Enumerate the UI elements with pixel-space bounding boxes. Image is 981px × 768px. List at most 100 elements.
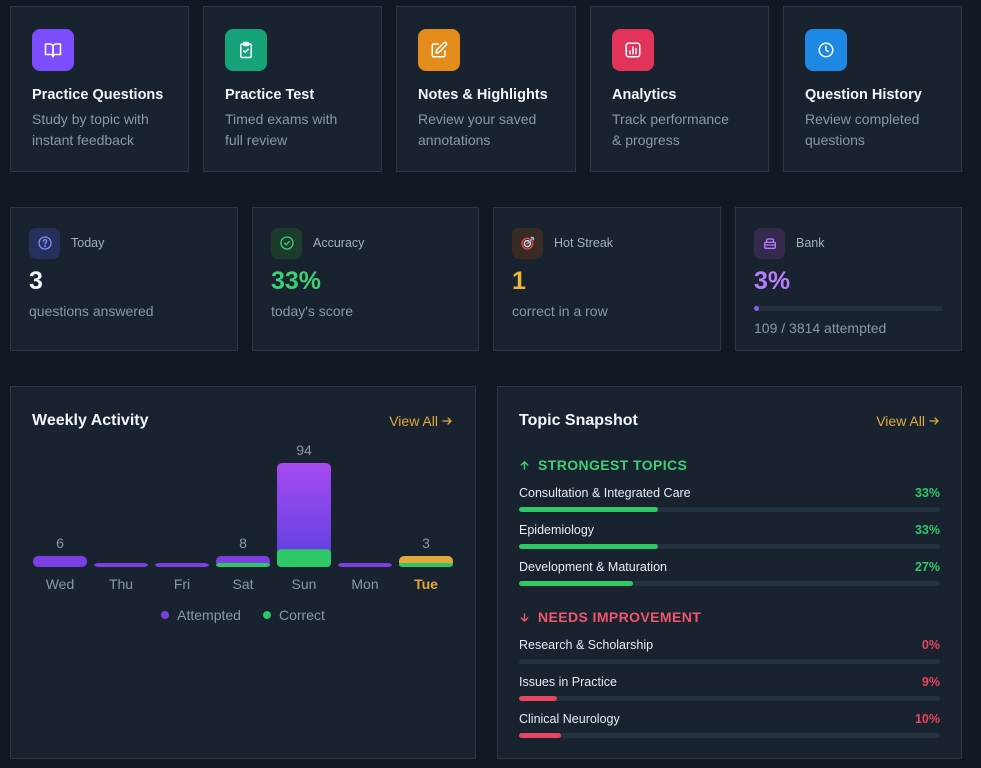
- view-all-label: View All: [389, 413, 438, 429]
- feature-desc: Review your saved annotations: [418, 111, 537, 148]
- feature-card-question-history[interactable]: Question History Review completed questio…: [783, 6, 962, 172]
- bar-attempted-mon[interactable]: [338, 563, 392, 567]
- legend-correct-swatch: [262, 611, 271, 619]
- stat-subtext: 109 / 3814 attempted: [754, 320, 887, 336]
- topic-name: Epidemiology: [519, 523, 595, 537]
- feature-title: Practice Test: [225, 87, 315, 103]
- clipboard-check-icon: [225, 29, 267, 71]
- topic-row[interactable]: Clinical Neurology 10%: [519, 712, 940, 738]
- stat-subtext: correct in a row: [512, 303, 608, 319]
- stat-subtext: today's score: [271, 303, 354, 319]
- feature-title: Question History: [805, 87, 922, 103]
- bar-attempted-wed[interactable]: [33, 556, 87, 567]
- day-label-wed: Wed: [46, 576, 75, 592]
- feature-card-analytics[interactable]: Analytics Track performance & progress: [590, 6, 769, 172]
- day-label-mon: Mon: [351, 576, 378, 592]
- stat-label: Today: [71, 236, 105, 250]
- stat-value: 3%: [754, 267, 791, 295]
- feature-title: Notes & Highlights: [418, 87, 548, 103]
- bank-progress-bar: [754, 306, 943, 311]
- book-icon: [32, 29, 74, 71]
- bar-correct-tue: [399, 563, 453, 567]
- bar-attempted-thu[interactable]: [94, 563, 148, 567]
- bar-value-label: 8: [239, 535, 247, 551]
- topic-progress-bar: [519, 544, 940, 549]
- feature-desc: Timed exams with full review: [225, 111, 338, 148]
- check-circle-icon: [271, 227, 302, 259]
- topics-view-all-link[interactable]: View All: [876, 413, 940, 429]
- day-label-sun: Sun: [292, 576, 317, 592]
- day-label-fri: Fri: [174, 576, 190, 592]
- bar-value-label: 6: [56, 535, 64, 551]
- topic-row[interactable]: Consultation & Integrated Care 33%: [519, 486, 940, 512]
- topic-name: Issues in Practice: [519, 675, 617, 689]
- topic-name: Clinical Neurology: [519, 712, 620, 726]
- legend-label: Attempted: [177, 607, 241, 623]
- question-circle-icon: [29, 227, 60, 259]
- topic-progress-bar: [519, 507, 940, 512]
- bar-chart-icon: [612, 29, 654, 71]
- topic-row[interactable]: Development & Maturation 27%: [519, 560, 940, 586]
- feature-title: Analytics: [612, 87, 677, 103]
- stat-value: 3: [29, 267, 43, 295]
- target-icon: [512, 227, 543, 259]
- topic-progress-bar: [519, 696, 940, 701]
- legend-attempted: Attempted: [161, 607, 241, 623]
- topic-name: Research & Scholarship: [519, 638, 654, 652]
- legend-attempted-swatch: [161, 611, 170, 619]
- topic-name: Consultation & Integrated Care: [519, 486, 691, 500]
- feature-desc: Study by topic with instant feedback: [32, 111, 149, 148]
- topic-progress-fill: [519, 733, 562, 738]
- feature-card-notes-highlights[interactable]: Notes & Highlights Review your saved anno…: [396, 6, 576, 172]
- topic-row[interactable]: Issues in Practice 9%: [519, 675, 940, 701]
- topic-percent: 9%: [921, 675, 940, 689]
- arrow-right-icon: [929, 417, 939, 425]
- bar-correct-sun: [277, 549, 331, 567]
- feature-card-practice-questions[interactable]: Practice Questions Study by topic with in…: [10, 6, 189, 172]
- bar-attempted-fri[interactable]: [155, 563, 209, 567]
- topic-progress-fill: [519, 544, 658, 549]
- topic-row[interactable]: Epidemiology 33%: [519, 523, 940, 549]
- panel-title: Weekly Activity: [32, 412, 149, 429]
- bank-progress-fill: [754, 306, 760, 311]
- topic-row[interactable]: Research & Scholarship 0%: [519, 638, 940, 664]
- topic-progress-bar: [519, 581, 940, 586]
- stat-value: 1: [512, 267, 526, 295]
- strongest-topics-heading: STRONGEST TOPICS: [519, 457, 687, 473]
- bar-correct-sat: [216, 563, 270, 567]
- day-label-sat: Sat: [232, 576, 253, 592]
- topic-snapshot-panel: Topic Snapshot View All STRONGEST TOPICS…: [497, 386, 962, 759]
- stat-label: Bank: [796, 236, 825, 250]
- database-icon: [754, 227, 785, 259]
- section-label: STRONGEST TOPICS: [538, 457, 688, 473]
- feature-title: Practice Questions: [32, 87, 164, 103]
- topic-progress-fill: [519, 507, 658, 512]
- feature-desc: Track performance & progress: [612, 111, 729, 148]
- day-label-thu: Thu: [109, 576, 133, 592]
- topic-percent: 33%: [914, 523, 940, 537]
- clock-icon: [805, 29, 847, 71]
- edit-icon: [418, 29, 460, 71]
- arrow-right-icon: [442, 417, 452, 425]
- topic-progress-fill: [519, 696, 557, 701]
- stat-card-accuracy: Accuracy 33% today's score: [252, 207, 479, 351]
- topic-percent: 27%: [914, 560, 940, 574]
- arrow-down-icon: [520, 612, 529, 622]
- stat-label: Hot Streak: [554, 236, 614, 250]
- stat-subtext: questions answered: [29, 303, 154, 319]
- topic-progress-fill: [519, 581, 633, 586]
- topic-progress-bar: [519, 733, 940, 738]
- topic-progress-bar: [519, 659, 940, 664]
- stat-card-bank: Bank 3% 109 / 3814 attempted: [735, 207, 962, 351]
- section-label: NEEDS IMPROVEMENT: [538, 609, 702, 625]
- stat-value: 33%: [271, 267, 322, 295]
- feature-card-practice-test[interactable]: Practice Test Timed exams with full revie…: [203, 6, 382, 172]
- panel-title: Topic Snapshot: [519, 412, 638, 429]
- view-all-label: View All: [876, 413, 925, 429]
- feature-desc: Review completed questions: [805, 111, 920, 148]
- topic-name: Development & Maturation: [519, 560, 667, 574]
- arrow-up-icon: [520, 460, 529, 470]
- bar-attempted-sun[interactable]: [277, 463, 331, 567]
- stat-card-today: Today 3 questions answered: [10, 207, 238, 351]
- weekly-view-all-link[interactable]: View All: [389, 413, 453, 429]
